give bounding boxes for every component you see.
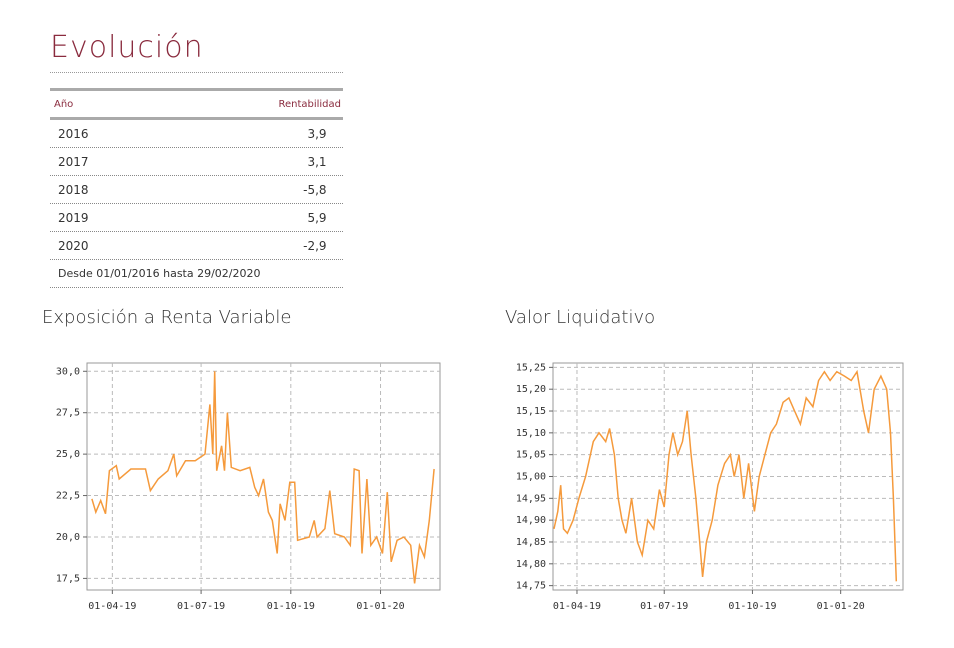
y-tick-label: 14,90 [516, 515, 546, 526]
x-tick-label: 01-07-19 [640, 601, 688, 612]
table-row: 2020 -2,9 [50, 232, 343, 260]
y-tick-label: 15,10 [516, 428, 546, 439]
table-cell: 2020 [58, 238, 89, 253]
y-tick-label: 15,15 [516, 406, 546, 417]
column-header: Rentabilidad [278, 98, 341, 110]
y-tick-label: 14,95 [516, 493, 546, 504]
table-cell: 2019 [58, 210, 89, 225]
table-cell: 3,1 [307, 154, 327, 169]
chart-title: Exposición a Renta Variable [42, 307, 292, 328]
y-tick-label: 25,0 [56, 449, 80, 460]
table-header: Año Rentabilidad [50, 88, 343, 120]
y-tick-label: 27,5 [56, 408, 80, 419]
table-cell: 5,9 [307, 210, 327, 225]
section-title: Evolución [50, 30, 204, 65]
plot-area [86, 362, 441, 591]
y-tick-label: 20,0 [56, 532, 80, 543]
table: Año Rentabilidad 2016 3,9 2017 3,1 2018 -5,8 2… [50, 88, 343, 288]
y-tick-label: 15,05 [516, 450, 546, 461]
x-tick-label: 01-07-19 [177, 601, 225, 612]
y-tick-label: 15,00 [516, 472, 546, 483]
y-tick-label: 14,75 [516, 581, 546, 592]
x-tick-label: 01-01-20 [356, 601, 404, 612]
chart-title: Valor Liquidativo [505, 307, 656, 328]
line-series [91, 371, 435, 584]
y-tick-label: 14,85 [516, 537, 546, 548]
table-cell: 3,9 [307, 126, 327, 141]
table-body: 2016 3,9 2017 3,1 2018 -5,8 2019 5,9 2020 -2,9 [50, 120, 343, 260]
y-tick-label: 30,0 [56, 366, 80, 377]
table-cell: 2017 [58, 154, 89, 169]
y-tick-label: 15,25 [516, 362, 546, 373]
y-tick-label: 15,20 [516, 384, 546, 395]
x-tick-label: 01-01-20 [817, 601, 865, 612]
x-tick-label: 01-10-19 [267, 601, 315, 612]
y-tick-label: 17,5 [56, 573, 80, 584]
table-footer: Desde 01/01/2016 hasta 29/02/2020 [50, 260, 343, 288]
table-row: 2018 -5,8 [50, 176, 343, 204]
divider [50, 72, 343, 73]
column-header: Año [54, 98, 74, 110]
table-row: 2016 3,9 [50, 120, 343, 148]
line-series [553, 369, 898, 582]
table-cell: 2016 [58, 126, 89, 141]
x-tick-label: 01-04-19 [553, 601, 601, 612]
table-row: 2017 3,1 [50, 148, 343, 176]
y-tick-label: 14,80 [516, 559, 546, 570]
x-tick-label: 01-04-19 [88, 601, 136, 612]
x-tick-label: 01-10-19 [728, 601, 776, 612]
table-cell: 2018 [58, 182, 89, 197]
table-cell: -2,9 [303, 238, 327, 253]
y-tick-label: 22,5 [56, 491, 80, 502]
table-cell: -5,8 [303, 182, 327, 197]
table-row: 2019 5,9 [50, 204, 343, 232]
